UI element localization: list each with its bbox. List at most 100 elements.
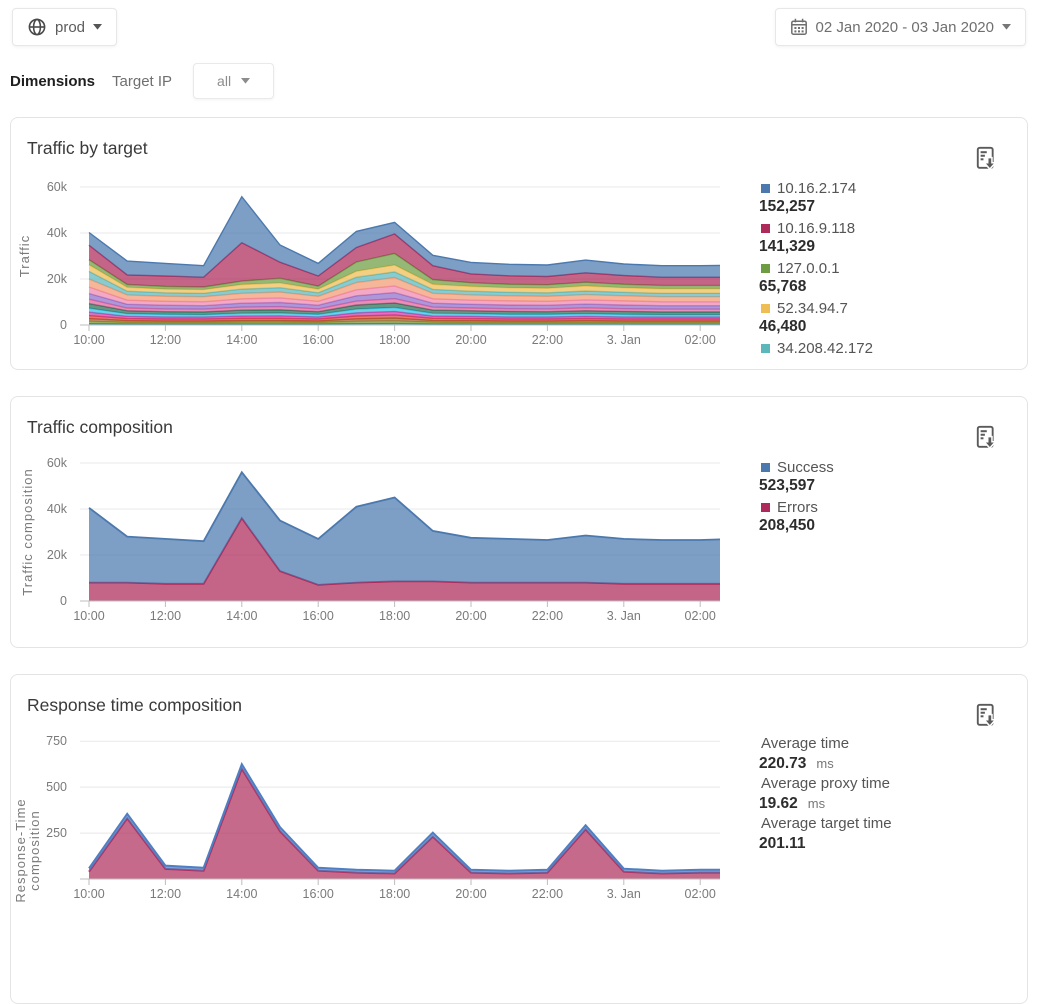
svg-text:18:00: 18:00: [379, 609, 410, 623]
chart-stats: Average time 220.73 ms Average proxy time 19…: [759, 735, 1025, 855]
download-report-icon: [976, 703, 998, 728]
dimensions-filter-bar: Dimensions Target IP all: [10, 63, 1038, 99]
svg-text:12:00: 12:00: [150, 609, 181, 623]
svg-text:22:00: 22:00: [532, 887, 563, 901]
svg-text:500: 500: [46, 780, 67, 794]
legend-value: 208,450: [759, 517, 816, 534]
legend-swatch: [761, 263, 770, 273]
legend-value: 152,257: [759, 198, 816, 215]
download-report-icon: [976, 146, 998, 171]
legend-swatch: [761, 502, 770, 512]
response-time-composition-card: Response time composition 10:00 12:00 14:0…: [10, 674, 1028, 1004]
svg-text:0: 0: [60, 318, 67, 332]
legend-label: 127.0.0.1: [777, 259, 840, 277]
svg-text:Traffic composition: Traffic composition: [20, 468, 35, 595]
legend-label: 52.34.94.7: [777, 299, 848, 317]
card-title: Response time composition: [27, 695, 242, 715]
legend-swatch: [761, 303, 770, 313]
stat-label: Average proxy time: [761, 775, 890, 792]
stat-unit: ms: [816, 756, 834, 771]
globe-icon: [28, 18, 46, 36]
svg-text:16:00: 16:00: [303, 333, 334, 347]
svg-text:3. Jan: 3. Jan: [607, 887, 641, 901]
legend-item[interactable]: 10.16.2.174: [759, 178, 1025, 198]
response-time-composition-chart[interactable]: 10:00 12:00 14:00 16:00 18:00 20:00 22:00 3. Ja…: [11, 721, 726, 931]
svg-text:3. Jan: 3. Jan: [607, 333, 641, 347]
svg-text:10:00: 10:00: [73, 887, 104, 901]
svg-text:02:00: 02:00: [685, 609, 716, 623]
svg-text:40k: 40k: [47, 502, 68, 516]
legend-label: Errors: [777, 498, 818, 516]
svg-text:14:00: 14:00: [226, 333, 257, 347]
stat-unit: ms: [807, 796, 826, 811]
chevron-down-icon: [93, 24, 103, 30]
traffic-composition-chart[interactable]: 10:00 12:00 14:00 16:00 18:00 20:00 22:00 3. Ja…: [11, 443, 726, 628]
traffic-by-target-card: Traffic by target 10:00 12:00 14:00 16:00 18…: [10, 117, 1028, 370]
export-report-button[interactable]: [975, 425, 999, 451]
svg-text:16:00: 16:00: [303, 609, 334, 623]
environment-selector[interactable]: prod: [12, 8, 118, 46]
stat-value: 201.11: [759, 835, 806, 852]
svg-text:20k: 20k: [47, 272, 68, 286]
legend-swatch: [761, 462, 770, 472]
svg-text:10:00: 10:00: [73, 609, 104, 623]
svg-text:18:00: 18:00: [379, 333, 410, 347]
svg-text:20:00: 20:00: [455, 609, 486, 623]
card-title: Traffic composition: [27, 417, 173, 437]
legend-label: 10.16.9.118: [777, 219, 856, 237]
legend-item[interactable]: 34.208.42.172: [759, 338, 1025, 358]
traffic-composition-card: Traffic composition 10:00 12:00 14:00 16:00…: [10, 396, 1028, 648]
svg-text:60k: 60k: [47, 180, 68, 194]
svg-text:22:00: 22:00: [532, 609, 563, 623]
legend-swatch: [761, 183, 770, 193]
legend-label: 34.208.42.172: [777, 339, 873, 357]
legend-item[interactable]: Errors: [759, 497, 1025, 517]
svg-text:02:00: 02:00: [685, 887, 716, 901]
chart-legend: Success 523,597 Errors 208,450: [759, 457, 1025, 537]
svg-text:20k: 20k: [47, 548, 68, 562]
target-ip-selected-value: all: [217, 73, 232, 89]
legend-value: 46,480: [759, 318, 807, 335]
svg-text:16:00: 16:00: [303, 887, 334, 901]
stat-label: Average time: [761, 735, 850, 752]
svg-text:02:00: 02:00: [685, 333, 716, 347]
top-toolbar: prod 02 Jan 2020 - 03 Jan 2020: [0, 0, 1038, 46]
export-report-button[interactable]: [975, 703, 999, 729]
svg-text:18:00: 18:00: [379, 887, 410, 901]
svg-text:20:00: 20:00: [455, 887, 486, 901]
svg-text:0: 0: [60, 594, 67, 608]
svg-text:3. Jan: 3. Jan: [607, 609, 641, 623]
card-title: Traffic by target: [27, 138, 148, 158]
legend-swatch: [761, 343, 770, 353]
chevron-down-icon: [1002, 24, 1011, 30]
dimensions-label: Dimensions: [10, 72, 96, 90]
stat-label: Average target time: [761, 815, 892, 832]
date-range-picker[interactable]: 02 Jan 2020 - 03 Jan 2020: [774, 8, 1026, 46]
legend-value: 141,329: [759, 238, 816, 255]
download-report-icon: [976, 425, 998, 450]
svg-text:60k: 60k: [47, 456, 68, 470]
date-range-label: 02 Jan 2020 - 03 Jan 2020: [815, 18, 994, 36]
svg-text:20:00: 20:00: [455, 333, 486, 347]
svg-text:750: 750: [46, 734, 67, 748]
legend-value: 65,768: [759, 278, 807, 295]
stat-value: 220.73 ms: [759, 755, 834, 772]
stat-value: 19.62 ms: [759, 795, 826, 812]
traffic-by-target-chart[interactable]: 10:00 12:00 14:00 16:00 18:00 20:00 22:00 3. Ja…: [11, 164, 726, 349]
svg-text:Response-Time: Response-Time: [13, 798, 28, 902]
legend-item[interactable]: Success: [759, 457, 1025, 477]
legend-item[interactable]: 10.16.9.118: [759, 218, 1025, 238]
svg-text:10:00: 10:00: [73, 333, 104, 347]
calendar-icon: [790, 18, 807, 35]
svg-text:22:00: 22:00: [532, 333, 563, 347]
target-ip-select[interactable]: all: [193, 63, 275, 99]
svg-text:12:00: 12:00: [150, 333, 181, 347]
target-ip-label: Target IP: [112, 72, 173, 90]
legend-item[interactable]: 127.0.0.1: [759, 258, 1025, 278]
export-report-button[interactable]: [975, 146, 999, 172]
legend-item[interactable]: 52.34.94.7: [759, 298, 1025, 318]
environment-label: prod: [55, 18, 86, 36]
svg-text:composition: composition: [27, 810, 42, 890]
legend-label: 10.16.2.174: [777, 179, 857, 197]
legend-value: 523,597: [759, 477, 816, 494]
